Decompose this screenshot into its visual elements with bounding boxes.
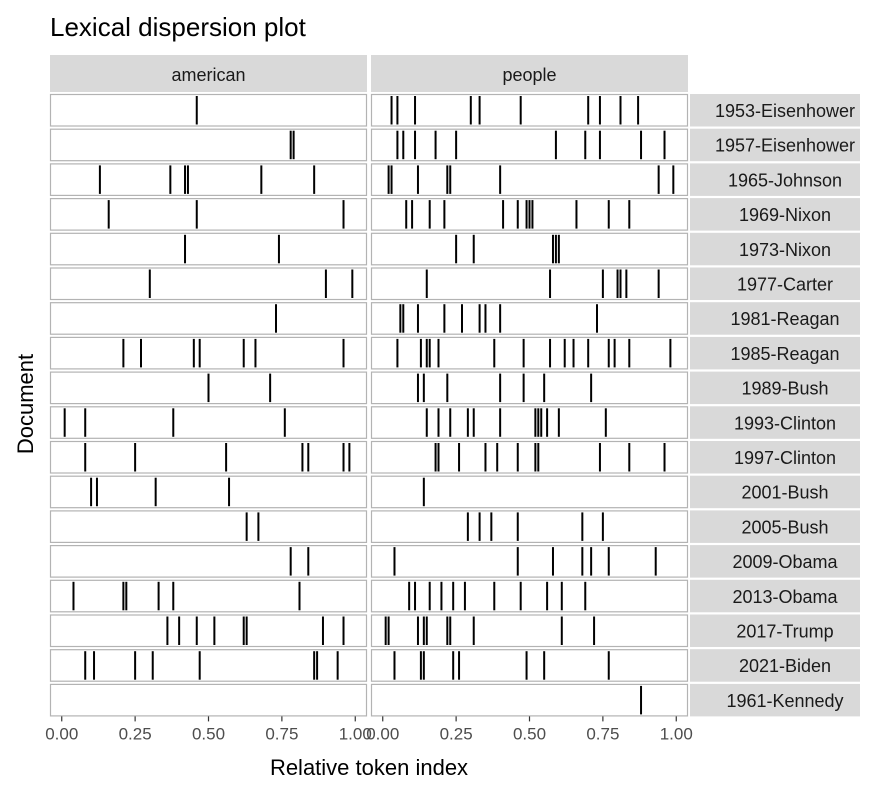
panel-cell — [49, 198, 368, 231]
panel-cell — [49, 579, 368, 613]
panel-cell — [370, 93, 689, 127]
panel-cell — [370, 163, 689, 196]
row-strip — [690, 475, 860, 509]
panel-cell — [370, 440, 689, 474]
row-strip — [690, 406, 860, 439]
row-label: 1997-Clinton — [734, 448, 836, 468]
panel-cell — [49, 163, 368, 196]
panel-cell — [370, 267, 689, 301]
facet-label: people — [502, 65, 556, 85]
x-tick-label: 0.25 — [440, 724, 473, 743]
row-label: 2017-Trump — [736, 622, 833, 642]
panel-cell — [370, 510, 689, 543]
row-strip — [690, 579, 860, 613]
panel-cell — [370, 579, 689, 613]
panel-cell — [49, 267, 368, 301]
panel-cell — [49, 128, 368, 162]
panel-cell — [49, 614, 368, 648]
panel-cell — [370, 302, 689, 335]
panel-cell — [49, 475, 368, 509]
row-label: 1961-Kennedy — [726, 691, 843, 711]
row-strip — [690, 614, 860, 647]
panel-cell — [49, 510, 368, 543]
row-strip — [690, 441, 860, 474]
row-label: 1993-Clinton — [734, 413, 836, 433]
facet-label: american — [171, 65, 245, 85]
panel-cell — [49, 683, 368, 717]
x-axis-title: Relative token index — [270, 755, 468, 780]
panel-cell — [49, 232, 368, 266]
panel-cell — [370, 683, 689, 717]
x-tick-label: 0.75 — [586, 724, 619, 743]
y-axis-title: Document — [13, 354, 38, 454]
plot-area: american people 1953-Eisenhower 1957-Eisenh… — [45, 55, 860, 743]
row-strip — [690, 336, 860, 370]
row-strip — [690, 371, 860, 405]
row-strip — [690, 302, 860, 335]
row-strip — [690, 232, 860, 266]
x-tick-label: 0.25 — [119, 724, 152, 743]
row-label: 1965-Johnson — [728, 170, 842, 190]
panel-cell — [370, 128, 689, 162]
x-tick-label: 0.50 — [192, 724, 225, 743]
row-strip — [690, 649, 860, 682]
row-strip — [690, 128, 860, 162]
row-strip — [690, 163, 860, 196]
panel-cell — [370, 544, 689, 578]
panel-cell — [370, 232, 689, 266]
row-label: 2005-Bush — [741, 517, 828, 537]
row-label: 2013-Obama — [732, 587, 838, 607]
x-tick-label: 0.00 — [45, 724, 78, 743]
panel-cell — [370, 475, 689, 509]
row-label: 1981-Reagan — [730, 309, 839, 329]
panel-cell — [49, 649, 368, 682]
row-strip — [690, 267, 860, 300]
facet-strip — [50, 55, 367, 92]
chart-title: Lexical dispersion plot — [50, 12, 307, 42]
panel-cell — [49, 93, 368, 127]
x-tick-label: 1.00 — [660, 724, 693, 743]
x-tick-label: 0.75 — [265, 724, 298, 743]
row-label: 1973-Nixon — [739, 240, 831, 260]
panel-cell — [49, 336, 368, 370]
row-strip — [690, 683, 860, 717]
row-label: 1985-Reagan — [730, 344, 839, 364]
row-label: 1969-Nixon — [739, 205, 831, 225]
panel-cell — [370, 406, 689, 439]
panel-cell — [49, 544, 368, 578]
row-label: 1977-Carter — [737, 275, 833, 295]
row-label: 1989-Bush — [741, 379, 828, 399]
panel-cell — [370, 649, 689, 682]
row-label: 2009-Obama — [732, 552, 838, 572]
row-strip — [690, 94, 860, 127]
facet-strip — [371, 55, 688, 92]
panel-cell — [49, 406, 368, 439]
x-tick-label: 0.50 — [513, 724, 546, 743]
panel-cell — [49, 302, 368, 335]
x-tick-label: 1.00 — [339, 724, 372, 743]
row-label: 2021-Biden — [739, 656, 831, 676]
row-label: 2001-Bush — [741, 483, 828, 503]
row-label: 1953-Eisenhower — [715, 101, 855, 121]
x-tick-label: 0.00 — [366, 724, 399, 743]
row-strip — [690, 545, 860, 578]
row-label: 1957-Eisenhower — [715, 136, 855, 156]
row-strip — [690, 198, 860, 231]
row-strip — [690, 510, 860, 543]
panel-cell — [370, 336, 689, 370]
panel-cell — [49, 440, 368, 474]
